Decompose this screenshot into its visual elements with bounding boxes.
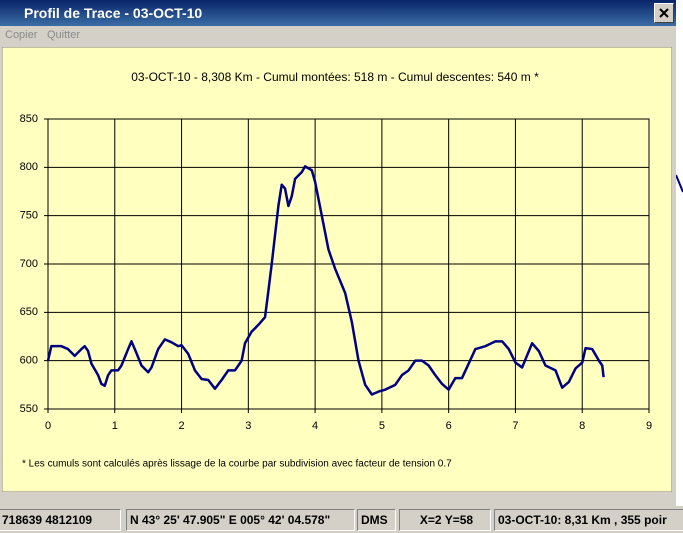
map-fragment xyxy=(676,174,683,193)
annotation: * Les cumuls sont calculés après lissage… xyxy=(22,459,452,470)
x-tick-label: 9 xyxy=(646,420,652,432)
y-tick-label: 750 xyxy=(20,210,38,222)
menu-bar: Copier Quitter xyxy=(0,26,676,46)
chart-background xyxy=(2,47,672,492)
status-field: X=2 Y=58 xyxy=(399,509,491,531)
y-tick-label: 650 xyxy=(20,306,38,318)
menu-item[interactable]: Copier xyxy=(5,29,38,41)
x-tick-label: 4 xyxy=(312,420,318,432)
x-tick-label: 7 xyxy=(512,420,518,432)
title-bar: Profil de Trace - 03-OCT-10 xyxy=(0,0,676,26)
status-field: DMS xyxy=(357,509,396,531)
x-tick-label: 2 xyxy=(178,420,184,432)
status-field: 03-OCT-10: 8,31 Km , 355 poir xyxy=(494,509,683,531)
x-tick-label: 1 xyxy=(112,420,118,432)
status-bar: 718639 4812109 N 43° 25' 47.905" E 005° … xyxy=(0,506,683,533)
chart: 03-OCT-10 - 8,308 Km - Cumul montées: 51… xyxy=(2,47,672,492)
y-tick-label: 850 xyxy=(20,113,38,125)
status-field: 718639 4812109 xyxy=(0,509,121,531)
data-line xyxy=(46,165,605,396)
close-icon xyxy=(659,8,669,18)
x-tick-label: 8 xyxy=(579,420,585,432)
window-title: Profil de Trace - 03-OCT-10 xyxy=(24,5,203,21)
x-tick-label: 0 xyxy=(45,420,51,432)
chart-title: 03-OCT-10 - 8,308 Km - Cumul montées: 51… xyxy=(131,70,539,84)
x-tick-label: 5 xyxy=(379,420,385,432)
close-button[interactable] xyxy=(654,3,674,23)
x-tick-label: 6 xyxy=(446,420,452,432)
y-tick-label: 800 xyxy=(20,161,38,173)
y-tick-label: 600 xyxy=(20,355,38,367)
menu-item[interactable]: Quitter xyxy=(47,29,81,41)
y-tick-label: 700 xyxy=(20,258,38,270)
status-field: N 43° 25' 47.905" E 005° 42' 04.578" xyxy=(126,509,355,531)
y-tick-label: 550 xyxy=(20,403,38,415)
x-tick-label: 3 xyxy=(245,420,251,432)
